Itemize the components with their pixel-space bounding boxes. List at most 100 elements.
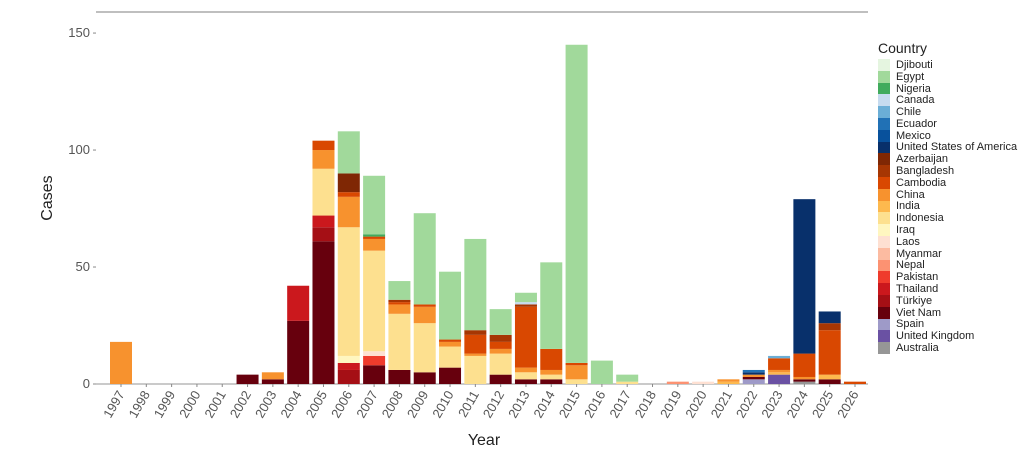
legend-item: Laos: [878, 236, 1017, 248]
x-tick-label: 2018: [632, 388, 659, 421]
x-tick-label: 2021: [708, 388, 735, 421]
legend-label: China: [896, 188, 925, 201]
x-tick-label: 2007: [353, 388, 380, 421]
legend-swatch: [878, 306, 890, 319]
legend-label: Spain: [896, 318, 925, 331]
bar-segment-2025-viet-nam: [818, 379, 841, 384]
bar-segment-2007-pakistan: [363, 355, 386, 366]
legend-label: Iraq: [896, 224, 915, 237]
bar-segment-2024-cambodia: [793, 353, 816, 377]
legend-swatch: [878, 70, 890, 83]
bar-segment-2011-bangladesh: [464, 330, 487, 335]
x-tick-label: 2019: [657, 388, 684, 421]
bar-segment-2011-egypt: [464, 238, 487, 331]
legend-item: Viet Nam: [878, 307, 1017, 319]
bar-segment-2007-laos: [363, 351, 386, 356]
x-tick-label: 2010: [429, 388, 456, 421]
bar-segment-2008-viet-nam: [388, 369, 411, 384]
bar-segment-2012-indonesia: [489, 353, 512, 375]
bar-segment-2006-thailand: [337, 362, 360, 370]
bar-segment-2022-spain: [742, 379, 765, 384]
bar-segment-2015-egypt: [565, 44, 588, 363]
x-tick-label: 2020: [682, 388, 709, 421]
bar-segment-2025-bangladesh: [818, 323, 841, 331]
bar-segment-2025-cambodia: [818, 330, 841, 375]
x-tick-label: 2006: [328, 388, 355, 421]
legend-label: Bangladesh: [896, 165, 955, 178]
legend-swatch: [878, 200, 890, 213]
legend-swatch: [878, 153, 890, 166]
bar-segment-2008-china: [388, 304, 411, 314]
bar-segment-2009-viet-nam: [413, 372, 436, 384]
bar-segment-2006-iraq: [337, 355, 360, 363]
x-tick-label: 2017: [606, 388, 633, 421]
x-tick-label: 2013: [505, 388, 532, 421]
legend-item: Bangladesh: [878, 165, 1017, 177]
legend-label: Thailand: [896, 283, 939, 296]
y-tick-label: 50: [76, 259, 90, 274]
x-tick-label: 2022: [733, 388, 760, 421]
bar-segment-2005-viet-nam: [312, 241, 335, 384]
bar-segment-2013-bangladesh: [514, 304, 537, 307]
legend-label: Myanmar: [896, 247, 942, 260]
legend-label: Laos: [896, 235, 920, 248]
y-tick-label: 150: [68, 25, 90, 40]
bar-segment-2007-egypt: [363, 175, 386, 235]
x-tick-label: 2000: [176, 388, 203, 421]
x-axis-title: Year: [468, 432, 501, 449]
legend-item: India: [878, 200, 1017, 213]
legend-label: Mexico: [896, 129, 931, 142]
legend-label: Chile: [896, 106, 922, 119]
legend-swatch: [878, 342, 890, 354]
legend-swatch: [878, 224, 890, 236]
x-tick-label: 2009: [404, 388, 431, 421]
bar-segment-2014-indonesia: [540, 374, 563, 380]
x-tick-label: 2016: [581, 388, 608, 421]
bar-segment-2005-cambodia: [312, 140, 335, 151]
bar-segment-2013-china: [514, 367, 537, 373]
x-tick-label: 2015: [556, 388, 583, 421]
x-tick-label: 2026: [834, 388, 861, 421]
bar-segment-2007-indonesia: [363, 250, 386, 352]
legend-item: Chile: [878, 106, 1017, 118]
bar-segment-2006-t-rkiye: [337, 369, 360, 384]
bar-segment-2006-china: [337, 196, 360, 228]
legend-label: Azerbaijan: [896, 153, 948, 166]
bar-segment-2012-viet-nam: [489, 374, 512, 384]
legend-swatch: [878, 117, 890, 130]
bar-segment-2008-indonesia: [388, 313, 411, 370]
x-tick-label: 2024: [784, 388, 811, 421]
bar-segment-2009-cambodia: [413, 304, 436, 307]
legend-label: Canada: [896, 94, 935, 107]
bar-segment-2009-indonesia: [413, 323, 436, 373]
x-tick-label: 1998: [125, 388, 152, 421]
bar-segment-2006-cambodia: [337, 192, 360, 197]
bar-segment-2015-indonesia: [565, 379, 588, 384]
legend-label: Türkiye: [896, 294, 933, 307]
bar-segment-2010-china: [439, 341, 462, 347]
legend-item: Djibouti: [878, 59, 1017, 71]
bar-segment-2023-china: [768, 369, 791, 373]
bar-segment-2023-india: [768, 372, 791, 375]
bar-segment-2023-chile: [768, 355, 791, 359]
legend-swatch: [878, 106, 890, 118]
bar-segment-2013-canada: [514, 302, 537, 305]
bar-segment-2009-egypt: [413, 213, 436, 305]
x-tick-label: 2012: [480, 388, 507, 421]
x-tick-label: 2002: [227, 388, 254, 421]
bar-segment-2010-egypt: [439, 271, 462, 340]
bar-segment-2004-thailand: [287, 285, 310, 321]
bar-segment-2011-china: [464, 353, 487, 356]
bar-segment-2025-india: [818, 374, 841, 380]
bar-segment-2007-cambodia: [363, 236, 386, 239]
bar-segment-2010-viet-nam: [439, 367, 462, 384]
legend-swatch: [878, 176, 890, 189]
bar-segment-2005-thailand: [312, 215, 335, 228]
legend-swatch: [878, 129, 890, 142]
bar-segment-2022-ecuador: [742, 369, 765, 373]
bar-segment-2003-china: [261, 372, 284, 380]
x-tick-label: 2023: [758, 388, 785, 421]
bar-segment-2022-united-states-of-america: [742, 372, 765, 375]
